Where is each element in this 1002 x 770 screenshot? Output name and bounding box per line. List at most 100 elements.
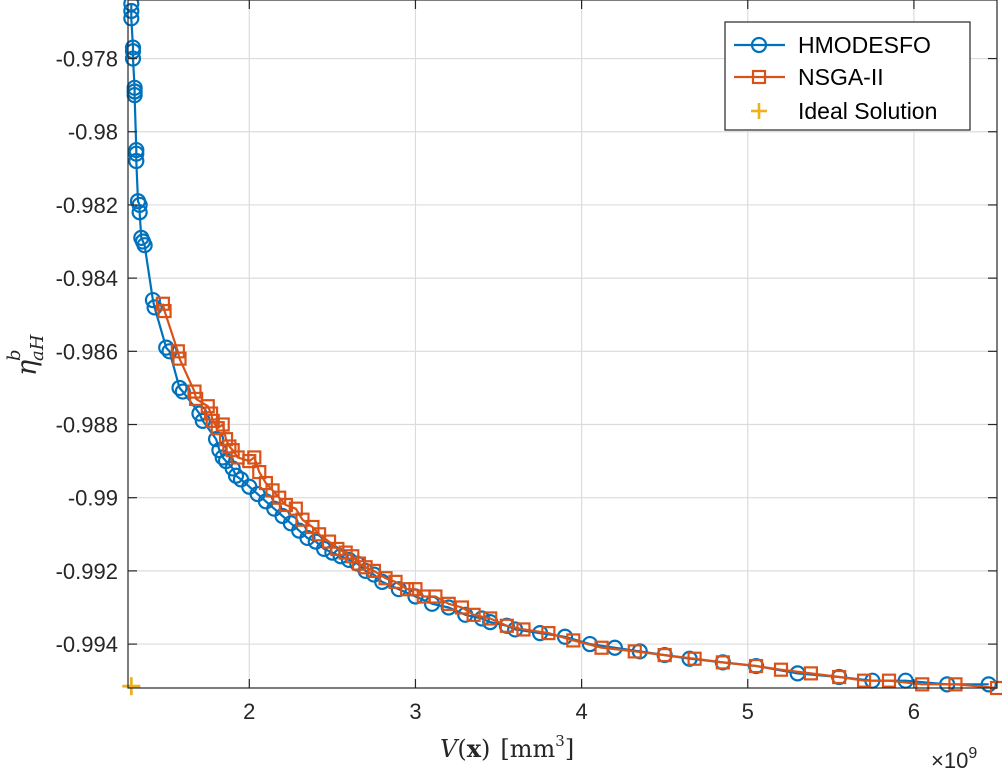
data-point-square — [311, 527, 327, 542]
svg-text:aH: aH — [27, 334, 48, 361]
data-point-square — [247, 450, 262, 465]
y-tick-label: -0.982 — [56, 193, 118, 218]
data-point-square — [948, 677, 963, 692]
data-point-circle — [146, 299, 163, 316]
x-axis-scale-factor: ×109 — [931, 745, 977, 770]
svg-text:×109: ×109 — [931, 745, 977, 770]
data-point-circle — [207, 431, 225, 448]
legend-square-marker — [751, 69, 767, 85]
data-point-square — [773, 662, 789, 677]
data-point-square — [803, 666, 819, 681]
data-point-square — [832, 669, 847, 685]
data-point-square — [499, 618, 514, 633]
data-point-square — [187, 384, 202, 399]
data-point-square — [278, 497, 293, 513]
data-point-square — [566, 633, 581, 648]
y-tick-label: -0.98 — [68, 120, 118, 145]
data-point-square — [881, 673, 897, 688]
data-point-circle — [174, 383, 191, 400]
data-point-square — [748, 658, 764, 674]
y-tick-label: -0.978 — [56, 47, 118, 72]
legend-label-ideal-solution: Ideal Solution — [798, 98, 937, 124]
data-point-square — [157, 303, 172, 319]
data-point-circle — [171, 379, 188, 397]
data-point-square — [627, 644, 642, 659]
data-point-circle — [128, 145, 145, 162]
legend-circle-marker — [750, 36, 768, 54]
data-point-circle — [980, 676, 997, 693]
x-tick-label: 4 — [575, 699, 587, 724]
y-tick-label: -0.986 — [56, 339, 118, 364]
data-point-square — [358, 560, 373, 575]
data-point-square — [715, 655, 730, 670]
data-point-square — [155, 296, 170, 311]
data-point-square — [408, 582, 423, 597]
data-point-square — [378, 571, 393, 586]
data-point-square — [215, 417, 230, 432]
svg-text:V(x)[mm3]: V(x) [mm3] — [440, 732, 574, 763]
series-ideal-solution — [122, 677, 141, 696]
x-axis-label: V(x) [mm3] — [440, 732, 574, 763]
data-point-circle — [158, 339, 175, 356]
svg-text:η: η — [12, 360, 43, 376]
data-point-circle — [128, 152, 145, 170]
data-point-square — [330, 541, 345, 557]
data-point-square — [388, 574, 403, 589]
data-point-square — [687, 651, 702, 666]
data-point-square — [466, 607, 481, 622]
y-tick-label: -0.99 — [68, 486, 118, 511]
x-tick-label: 3 — [409, 699, 421, 724]
data-point-square — [366, 563, 382, 578]
data-point-circle — [131, 204, 148, 221]
data-point-circle — [136, 237, 153, 254]
data-point-circle — [124, 50, 142, 67]
y-tick-label: -0.994 — [56, 632, 118, 657]
data-point-square — [541, 626, 556, 641]
data-point-circle — [123, 2, 140, 20]
data-point-circle — [191, 405, 208, 422]
series-layer — [122, 0, 1002, 696]
data-point-square — [203, 406, 219, 421]
data-point-square — [594, 640, 609, 655]
legend-label-nsga-ii: NSGA-II — [798, 64, 884, 90]
y-tick-label: -0.992 — [56, 559, 118, 584]
data-point-square — [172, 351, 187, 366]
data-point-square — [441, 596, 456, 611]
legend-item-hmodesfo: HMODESFO — [734, 32, 931, 58]
data-point-square — [189, 391, 204, 406]
y-tick-label: -0.984 — [56, 266, 118, 291]
y-axis-label: η aH b — [4, 334, 48, 376]
series-nsga-ii — [155, 296, 1002, 696]
y-tick-label: -0.988 — [56, 413, 118, 438]
x-axis-ticks: 2 3 4 5 6 — [243, 0, 920, 724]
legend-item-ideal-solution: Ideal Solution — [751, 98, 937, 124]
x-tick-label: 5 — [742, 699, 754, 724]
legend-label-hmodesfo: HMODESFO — [798, 32, 931, 58]
data-point-square — [915, 677, 930, 692]
x-tick-label: 2 — [243, 699, 255, 724]
data-point-square — [454, 600, 470, 615]
data-point-square — [400, 582, 415, 597]
data-point-plus — [122, 677, 141, 696]
data-point-square — [200, 399, 215, 414]
data-point-square — [516, 622, 531, 637]
legend: HMODESFO NSGA-II Ideal Solution — [724, 21, 971, 131]
plot-frame — [127, 0, 998, 689]
data-point-square — [428, 589, 443, 604]
data-point-circle — [581, 635, 599, 653]
legend-item-nsga-ii: NSGA-II — [734, 64, 884, 90]
data-point-square — [657, 647, 672, 663]
data-point-circle — [161, 343, 178, 360]
data-point-circle — [123, 10, 140, 27]
svg-text:b: b — [4, 349, 25, 361]
data-point-circle — [194, 412, 211, 429]
data-point-square — [856, 673, 872, 688]
data-point-square — [295, 512, 310, 527]
x-tick-label: 6 — [908, 699, 920, 724]
y-axis-ticks: -0.978 -0.98 -0.982 -0.984 -0.986 -0.988 -0.99… — [56, 47, 997, 657]
data-point-circle — [144, 291, 162, 309]
data-point-square — [170, 344, 185, 359]
data-point-square — [483, 611, 498, 626]
data-point-square — [222, 439, 237, 454]
